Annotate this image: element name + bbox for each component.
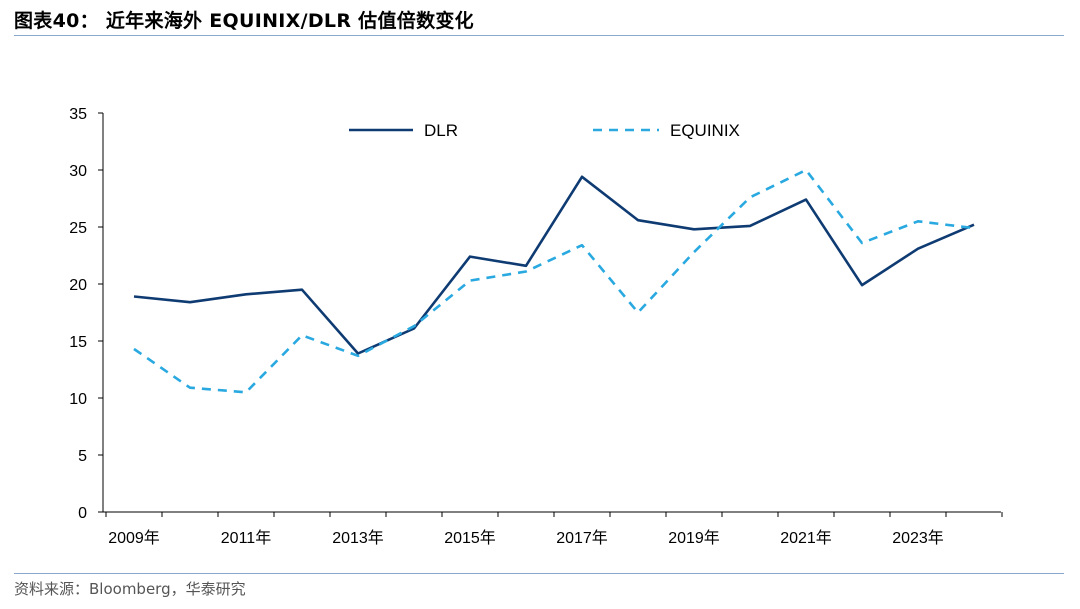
chart-axes: 0 5 10 15 20 25 30 35 2009年 2011年 2013年 2015年 2017年 2…	[69, 106, 1003, 547]
x-tick-label: 2015年	[444, 529, 496, 547]
x-tick-label: 2017年	[556, 529, 608, 547]
y-tick-label: 5	[78, 448, 87, 465]
chart-legend: DLR EQUINIX	[349, 121, 740, 140]
y-tick-label: 25	[69, 220, 87, 237]
series-line-equinix	[133, 168, 975, 394]
series-line-dlr	[133, 175, 975, 355]
x-tick-label: 2023年	[892, 529, 944, 547]
legend-label-dlr: DLR	[424, 121, 458, 140]
y-tick-label: 30	[69, 163, 87, 180]
x-tick-label: 2009年	[108, 529, 160, 547]
y-tick-label: 20	[69, 277, 87, 294]
footer-divider	[14, 573, 1064, 574]
y-tick-label: 15	[69, 334, 87, 351]
source-note: 资料来源：Bloomberg，华泰研究	[14, 580, 246, 598]
title-divider	[14, 35, 1064, 36]
legend-label-equinix: EQUINIX	[670, 121, 740, 140]
y-tick-label: 35	[69, 106, 87, 123]
x-tick-label: 2021年	[780, 529, 832, 547]
x-tick-label: 2019年	[668, 529, 720, 547]
x-tick-label: 2013年	[332, 529, 384, 547]
series-layer	[133, 168, 975, 394]
y-tick-label: 0	[78, 505, 87, 522]
y-tick-label: 10	[69, 391, 87, 408]
figure-title: 图表40： 近年来海外 EQUINIX/DLR 估值倍数变化	[14, 10, 474, 32]
x-tick-label: 2011年	[221, 529, 271, 547]
